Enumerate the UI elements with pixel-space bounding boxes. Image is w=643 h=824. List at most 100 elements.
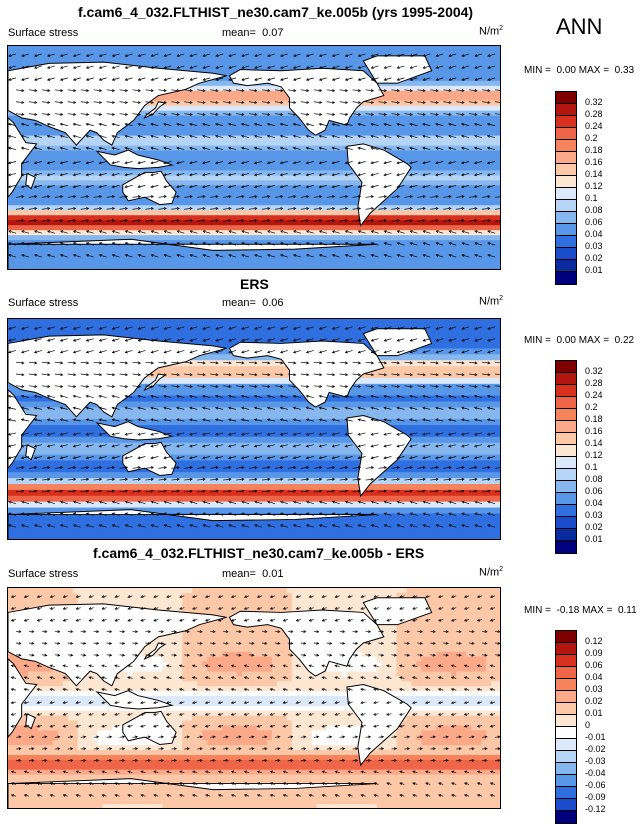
field-cell <box>172 156 177 161</box>
field-cell <box>287 180 292 185</box>
field-cell <box>411 116 416 121</box>
field-cell <box>43 51 48 56</box>
field-cell <box>137 116 142 121</box>
field-cell <box>132 56 137 61</box>
field-cell <box>317 260 322 265</box>
field-cell <box>332 200 337 205</box>
field-cell <box>426 265 431 269</box>
field-cell <box>192 131 197 136</box>
field-cell <box>312 56 317 61</box>
field-cell <box>73 225 78 230</box>
field-cell <box>93 225 98 230</box>
field-cell <box>152 151 157 156</box>
field-cell <box>317 156 322 161</box>
field-cell <box>496 146 500 151</box>
field-cell <box>287 46 292 51</box>
field-cell <box>43 210 48 215</box>
field-cell <box>222 81 227 86</box>
field-cell <box>416 180 421 185</box>
field-cell <box>312 235 317 240</box>
field-cell <box>481 235 486 240</box>
field-cell <box>491 106 496 111</box>
field-cell <box>252 200 257 205</box>
field-cell <box>157 215 162 220</box>
field-cell <box>123 255 128 260</box>
field-cell <box>247 96 252 101</box>
field-cell <box>137 200 142 205</box>
field-cell <box>312 260 317 265</box>
field-cell <box>426 180 431 185</box>
field-cell <box>466 106 471 111</box>
field-cell <box>142 250 147 255</box>
field-cell <box>272 151 277 156</box>
field-cell <box>187 185 192 190</box>
field-cell <box>416 195 421 200</box>
field-cell <box>277 210 282 215</box>
field-cell <box>431 245 436 250</box>
field-cell <box>386 86 391 91</box>
field-cell <box>167 205 172 210</box>
field-cell <box>441 160 446 165</box>
field-cell <box>302 61 307 66</box>
field-cell <box>347 260 352 265</box>
field-cell <box>147 141 152 146</box>
field-cell <box>78 46 83 51</box>
field-cell <box>471 91 476 96</box>
field-cell <box>312 46 317 51</box>
field-cell <box>352 195 357 200</box>
field-cell <box>416 175 421 180</box>
field-cell <box>401 235 406 240</box>
field-cell <box>277 190 282 195</box>
field-cell <box>352 185 357 190</box>
field-cell <box>197 151 202 156</box>
field-cell <box>23 190 28 195</box>
field-cell <box>13 255 18 260</box>
field-cell <box>352 200 357 205</box>
field-cell <box>38 190 43 195</box>
field-cell <box>401 190 406 195</box>
field-cell <box>182 151 187 156</box>
field-cell <box>456 165 461 170</box>
field-cell <box>38 200 43 205</box>
field-cell <box>33 260 38 265</box>
field-cell <box>391 255 396 260</box>
field-cell <box>48 260 53 265</box>
field-cell <box>401 225 406 230</box>
field-cell <box>88 235 93 240</box>
field-cell <box>431 96 436 101</box>
field-cell <box>113 200 118 205</box>
field-cell <box>73 245 78 250</box>
field-cell <box>496 101 500 106</box>
field-cell <box>242 91 247 96</box>
field-cell <box>227 156 232 161</box>
field-cell <box>272 136 277 141</box>
field-cell <box>78 215 83 220</box>
field-cell <box>491 61 496 66</box>
field-cell <box>172 260 177 265</box>
field-cell <box>426 205 431 210</box>
field-cell <box>177 165 182 170</box>
field-cell <box>496 165 500 170</box>
field-cell <box>53 235 58 240</box>
field-cell <box>28 260 33 265</box>
field-cell <box>18 245 23 250</box>
field-cell <box>123 260 128 265</box>
field-cell <box>212 210 217 215</box>
field-cell <box>237 225 242 230</box>
field-cell <box>367 106 372 111</box>
field-cell <box>38 210 43 215</box>
field-cell <box>312 165 317 170</box>
field-cell <box>327 185 332 190</box>
field-cell <box>446 255 451 260</box>
field-cell <box>13 225 18 230</box>
field-cell <box>157 205 162 210</box>
field-cell <box>232 200 237 205</box>
field-cell <box>272 255 277 260</box>
field-cell <box>222 225 227 230</box>
field-cell <box>103 46 108 51</box>
field-cell <box>401 101 406 106</box>
field-cell <box>456 245 461 250</box>
field-cell <box>446 185 451 190</box>
field-cell <box>197 215 202 220</box>
field-cell <box>103 200 108 205</box>
